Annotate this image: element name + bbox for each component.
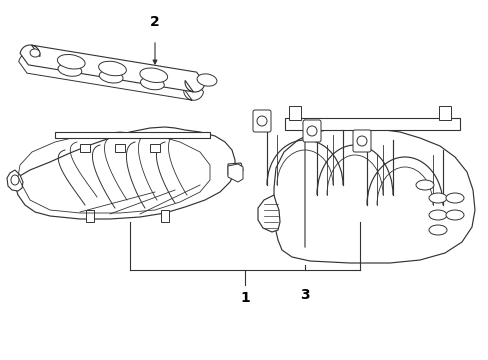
Ellipse shape <box>99 71 123 83</box>
Ellipse shape <box>257 116 266 126</box>
Ellipse shape <box>428 193 446 203</box>
Ellipse shape <box>445 193 463 203</box>
Polygon shape <box>227 163 243 177</box>
Polygon shape <box>273 128 474 263</box>
Bar <box>161 210 169 222</box>
FancyBboxPatch shape <box>252 110 270 132</box>
Bar <box>438 106 450 120</box>
Polygon shape <box>19 53 203 100</box>
FancyBboxPatch shape <box>352 130 370 152</box>
Bar <box>229 166 240 174</box>
Ellipse shape <box>415 180 433 190</box>
Ellipse shape <box>197 74 217 86</box>
Ellipse shape <box>140 77 164 90</box>
Text: 1: 1 <box>240 291 249 305</box>
Ellipse shape <box>11 175 19 185</box>
Polygon shape <box>20 45 204 92</box>
Polygon shape <box>258 195 280 232</box>
Ellipse shape <box>306 126 316 136</box>
Bar <box>115 144 125 152</box>
Polygon shape <box>285 118 459 130</box>
Bar <box>150 144 160 152</box>
Bar <box>86 210 94 222</box>
Ellipse shape <box>140 68 167 82</box>
FancyBboxPatch shape <box>303 120 320 142</box>
Text: 3: 3 <box>300 288 309 302</box>
Polygon shape <box>227 164 243 182</box>
Ellipse shape <box>57 54 85 69</box>
Polygon shape <box>15 127 235 219</box>
Bar <box>288 106 301 120</box>
Text: 2: 2 <box>150 15 160 29</box>
Bar <box>80 144 90 152</box>
Ellipse shape <box>30 49 40 57</box>
Polygon shape <box>7 170 23 191</box>
Ellipse shape <box>99 61 126 76</box>
Ellipse shape <box>58 64 81 76</box>
Ellipse shape <box>445 210 463 220</box>
Ellipse shape <box>428 225 446 235</box>
Polygon shape <box>55 132 209 138</box>
Ellipse shape <box>428 210 446 220</box>
Ellipse shape <box>356 136 366 146</box>
